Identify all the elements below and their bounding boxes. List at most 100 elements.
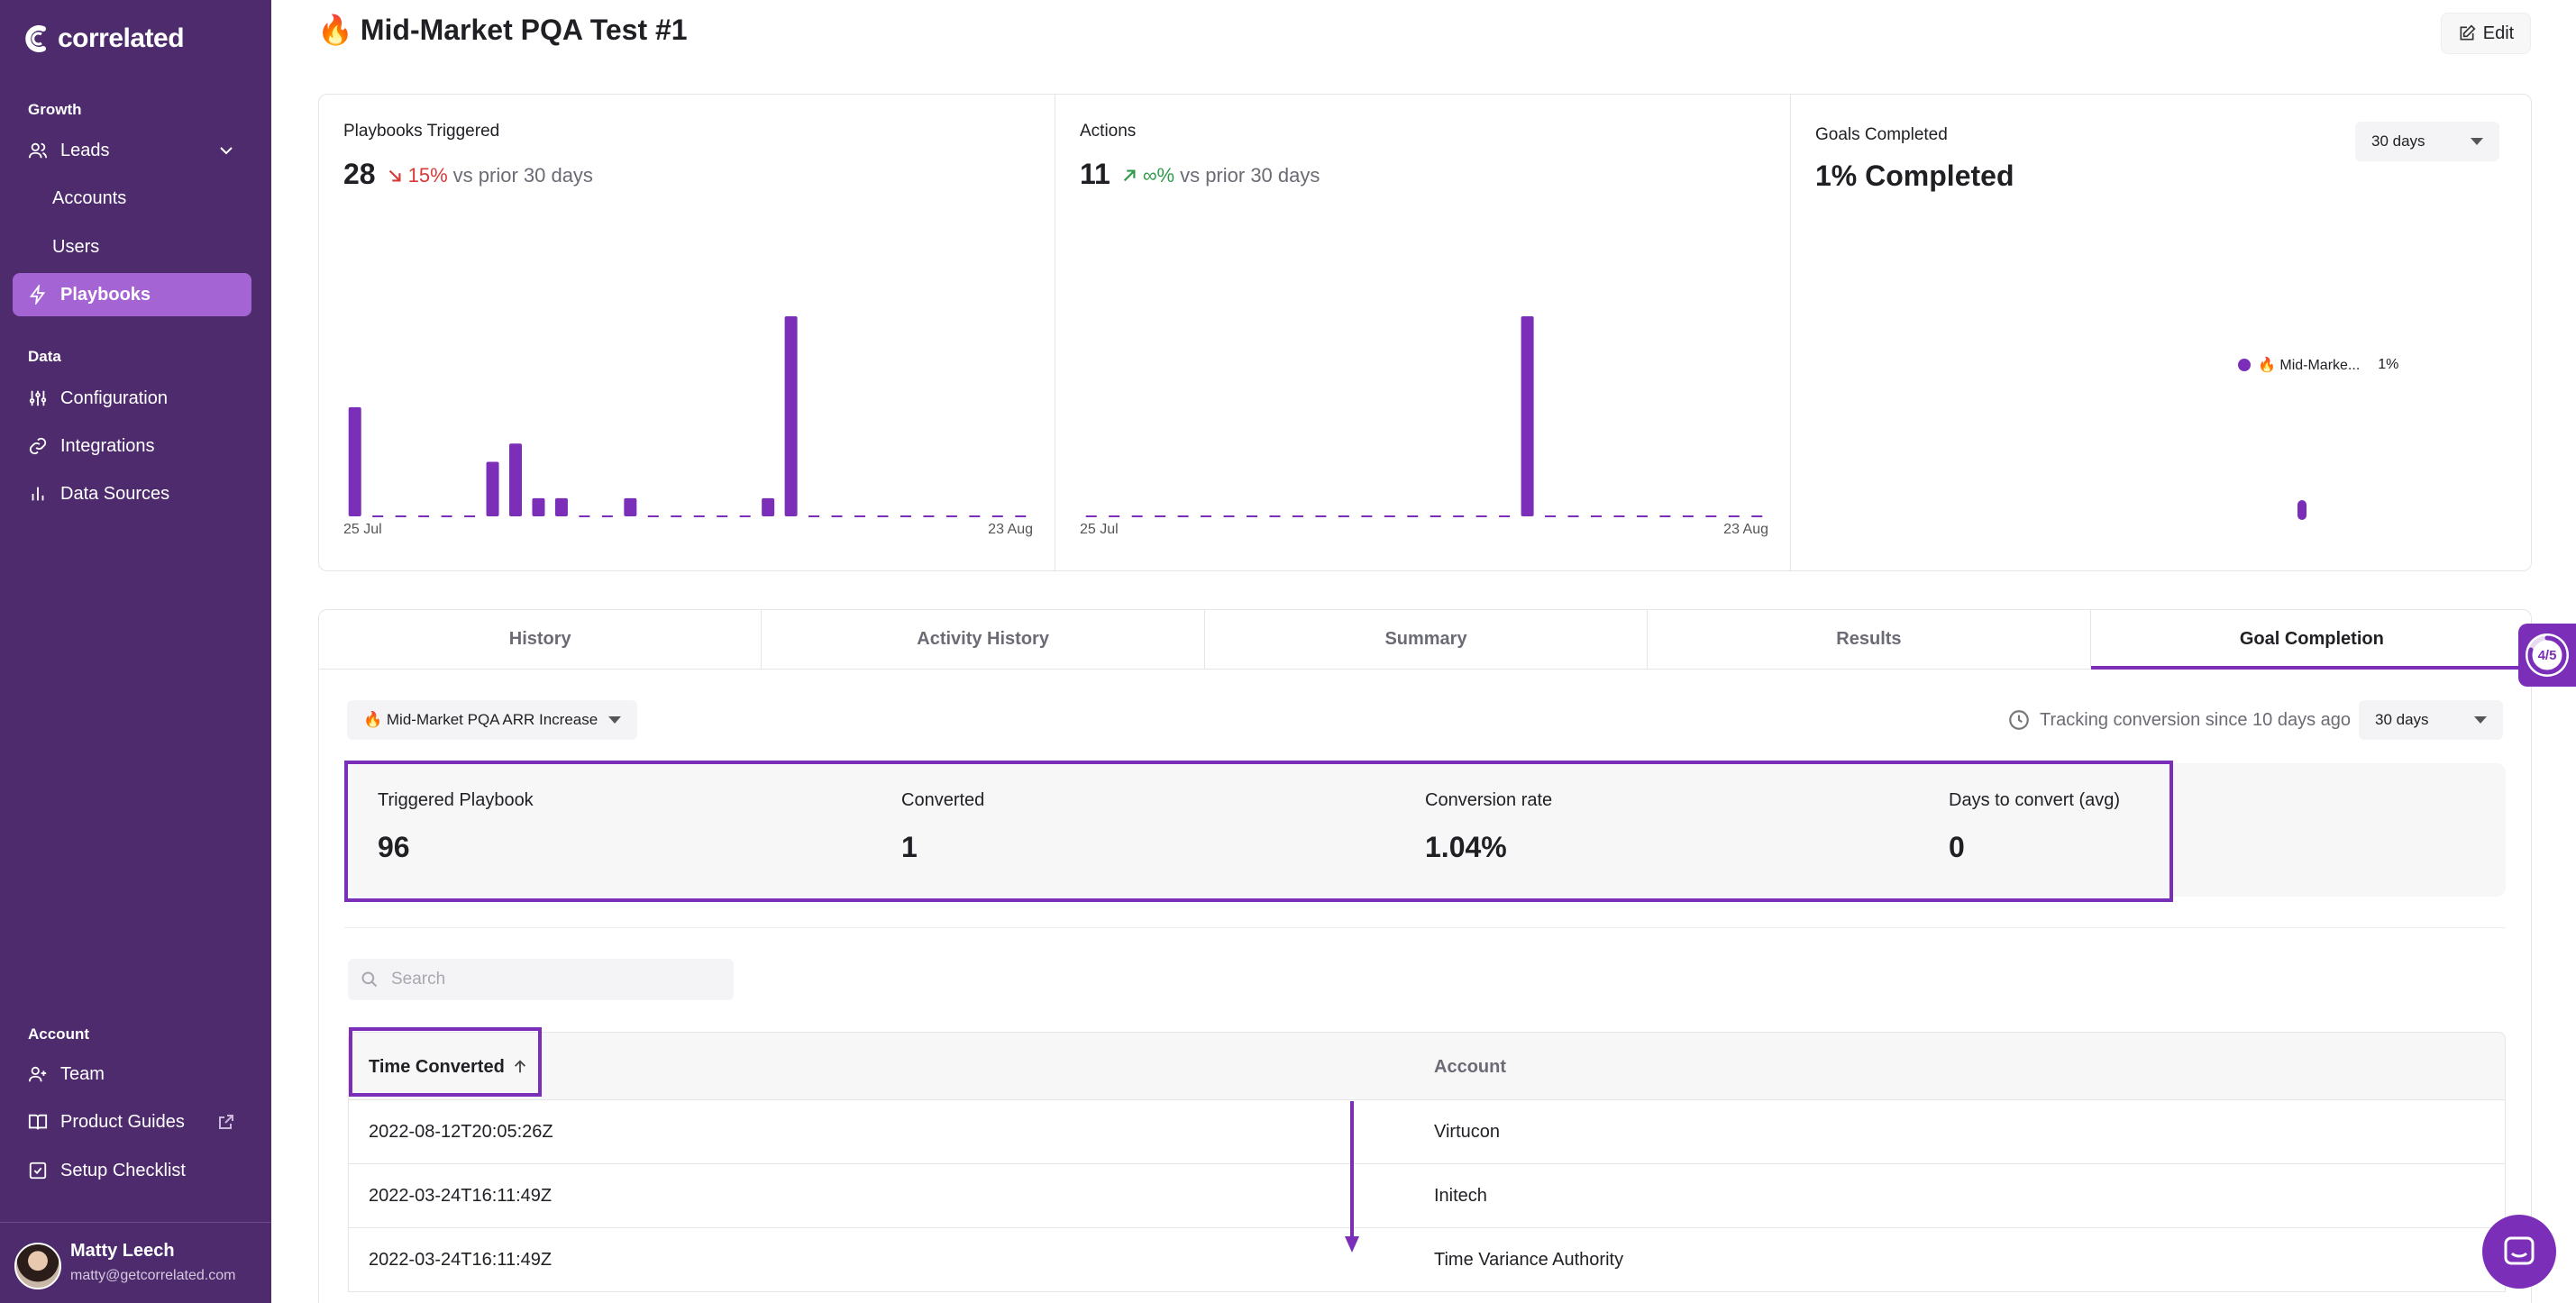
chart-bar[interactable] [762,497,775,516]
stat-divider [1790,95,1791,570]
sidebar-item-label: Data Sources [60,483,170,504]
nav-section-account: Account [28,1025,89,1043]
goals-period-select[interactable]: 30 days [2355,122,2499,161]
search-icon [361,971,378,988]
avatar [14,1243,61,1289]
goal-select[interactable]: 🔥 Mid-Market PQA ARR Increase [347,700,638,740]
progress-arc [2527,635,2567,675]
tab-results[interactable]: Results [1648,610,2091,669]
chart-bar[interactable] [348,406,361,516]
nav-section-data: Data [28,348,61,365]
search-placeholder: Search [391,970,446,989]
delta-comparison: vs prior 30 days [1180,164,1320,187]
stat-actions: Actions 11 ∞% vs prior 30 days 25 Jul 23… [1055,95,1790,570]
goal-bar [2297,500,2307,520]
nav-section-growth: Growth [28,101,82,118]
conversion-metrics: Triggered Playbook 96 Converted 1 Conver… [344,763,2506,897]
sidebar-item-team[interactable]: Team [13,1052,251,1096]
tracking-text: Tracking conversion since 10 days ago [2040,709,2351,730]
sidebar-item-data-sources[interactable]: Data Sources [13,472,251,515]
delta-comparison: vs prior 30 days [452,164,593,187]
goal-completion-panel: History Activity History Summary Results… [318,609,2534,1303]
chart-bar[interactable] [486,461,499,516]
metric-converted: Converted 1 [901,790,984,864]
goals-chart [2297,500,2307,520]
table-row[interactable]: 2022-03-24T16:11:49Z Initech [348,1164,2506,1228]
metric-value: 96 [378,831,410,863]
brand-name: correlated [58,23,185,53]
tab-summary[interactable]: Summary [1205,610,1649,669]
chart-bar[interactable] [784,316,798,516]
arrow-up-right-icon [1123,169,1136,182]
arrow-down-annotation-icon [1345,1101,1359,1253]
chat-launcher-button[interactable] [2482,1215,2556,1289]
metric-label: Conversion rate [1425,790,1553,810]
sidebar-item-playbooks[interactable]: Playbooks [13,273,251,316]
chart-bar[interactable] [624,497,637,516]
stat-delta: ∞% vs prior 30 days [1121,164,1320,187]
delta-percent: ∞% [1142,164,1175,187]
stat-label: Goals Completed [1815,125,1948,144]
stat-value: 11 ∞% vs prior 30 days [1080,158,1320,191]
chart-legend: 🔥 Mid-Marke... 1% [2238,356,2398,374]
sidebar-item-setup-checklist[interactable]: Setup Checklist [13,1149,251,1192]
sidebar-item-users[interactable]: Users [13,225,251,269]
edit-button[interactable]: Edit [2441,13,2531,54]
chart-bar[interactable] [554,497,568,516]
sort-ascending-icon[interactable] [512,1059,528,1075]
sidebar-item-configuration[interactable]: Configuration [13,377,251,420]
caret-down-icon [608,716,622,724]
sidebar-item-integrations[interactable]: Integrations [13,424,251,468]
chevron-down-icon[interactable] [217,141,235,159]
page-title-text: Mid-Market PQA Test #1 [360,13,688,46]
conversion-period-select[interactable]: 30 days [2359,700,2503,740]
sidebar-item-product-guides[interactable]: Product Guides [13,1100,251,1144]
sidebar: correlated Growth Leads Accounts Users P… [0,0,271,1303]
metric-value: 1.04% [1425,831,1507,863]
sidebar-item-leads[interactable]: Leads [13,129,251,172]
x-axis-end-label: 23 Aug [988,522,1033,537]
tab-bar: History Activity History Summary Results… [319,610,2534,670]
table-row[interactable]: 2022-08-12T20:05:26Z Virtucon [348,1100,2506,1164]
caret-down-icon [2471,138,2483,145]
stat-label: Playbooks Triggered [343,122,500,141]
user-profile[interactable]: Matty Leech matty@getcorrelated.com [0,1222,271,1303]
clock-icon [2009,710,2029,730]
cell-account: Virtucon [1434,1121,1501,1142]
table-row[interactable]: 2022-03-24T16:11:49Z Time Variance Autho… [348,1228,2506,1292]
stat-value: 1% Completed [1815,159,2014,192]
sidebar-item-accounts[interactable]: Accounts [13,177,251,220]
progress-label: 4/5 [2537,647,2557,663]
chat-icon [2504,1236,2535,1265]
stat-value: 28 15% vs prior 30 days [343,158,593,191]
user-name: Matty Leech [70,1241,175,1261]
metric-value: 1 [901,831,918,863]
search-input[interactable]: Search [348,959,734,1000]
arrow-down-right-icon [388,169,401,182]
fire-emoji: 🔥 [317,14,353,46]
sidebar-item-label: Leads [60,140,110,160]
legend-value: 1% [2378,357,2399,372]
caret-down-icon [2474,716,2487,724]
brand-logo[interactable]: correlated [23,23,185,54]
chart-bar[interactable] [532,497,545,516]
actions-chart [1085,316,1763,517]
sidebar-item-label: Product Guides [60,1111,185,1132]
chart-bar[interactable] [1521,316,1534,516]
book-icon [28,1112,48,1132]
legend-label: 🔥 Mid-Marke... [2258,358,2361,373]
period-select-value: 30 days [2371,132,2425,150]
bar-chart-icon [28,484,48,504]
tab-goal-completion[interactable]: Goal Completion [2090,610,2534,670]
chart-bar[interactable] [509,443,522,516]
column-header-time-converted[interactable]: Time Converted [369,1033,528,1101]
tab-history[interactable]: History [319,610,763,669]
onboarding-progress-badge[interactable]: 4/5 [2518,624,2576,687]
column-header-account[interactable]: Account [1434,1056,1506,1077]
checklist-icon [28,1161,48,1180]
cell-account: Time Variance Authority [1434,1249,1624,1270]
tab-activity-history[interactable]: Activity History [762,610,1205,669]
metric-value: 0 [1949,831,1965,863]
conversions-table: Time Converted Account 2022-08-12T20:05:… [348,1032,2506,1292]
stat-delta: 15% vs prior 30 days [387,164,593,187]
